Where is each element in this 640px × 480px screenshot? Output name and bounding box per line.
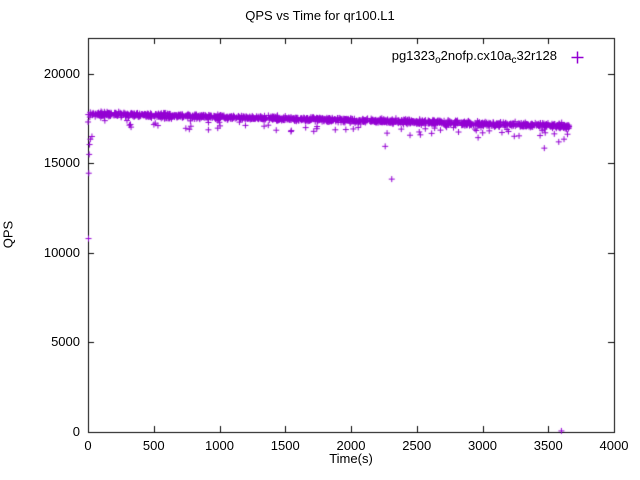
x-tick-label: 3500 bbox=[533, 438, 563, 453]
x-tick-label: 2500 bbox=[402, 438, 432, 453]
y-tick-label: 20000 bbox=[43, 65, 80, 81]
y-tick-label: 15000 bbox=[43, 155, 80, 171]
x-tick-label: 3000 bbox=[468, 438, 497, 453]
y-tick-label: 5000 bbox=[51, 334, 80, 350]
x-tick-label: 0 bbox=[84, 438, 92, 453]
legend-plus-marker-icon bbox=[571, 51, 584, 63]
legend-label-part-sub: o bbox=[435, 55, 441, 66]
x-tick-label: 2000 bbox=[336, 438, 366, 453]
y-tick-label: 10000 bbox=[43, 244, 80, 260]
legend-label-part: pg1323 bbox=[391, 48, 436, 63]
legend: pg1323o2nofp.cx10ac32r128 bbox=[392, 48, 585, 66]
legend-label-part: 32r128 bbox=[516, 48, 557, 63]
legend-series-label: pg1323o2nofp.cx10ac32r128 bbox=[392, 48, 557, 66]
legend-label-part: 2nofp.cx10a bbox=[440, 48, 512, 63]
x-tick-label: 500 bbox=[142, 438, 165, 453]
x-tick-label: 4000 bbox=[599, 438, 629, 453]
y-axis-label: QPS bbox=[0, 220, 16, 249]
y-tick-label: 0 bbox=[72, 424, 80, 439]
legend-plus-marker-path bbox=[571, 51, 584, 63]
legend-label-part-sub: c bbox=[511, 55, 517, 66]
x-axis-label: Time(s) bbox=[329, 451, 373, 466]
x-tick-label: 1500 bbox=[270, 438, 300, 453]
x-tick-label: 1000 bbox=[205, 438, 234, 453]
